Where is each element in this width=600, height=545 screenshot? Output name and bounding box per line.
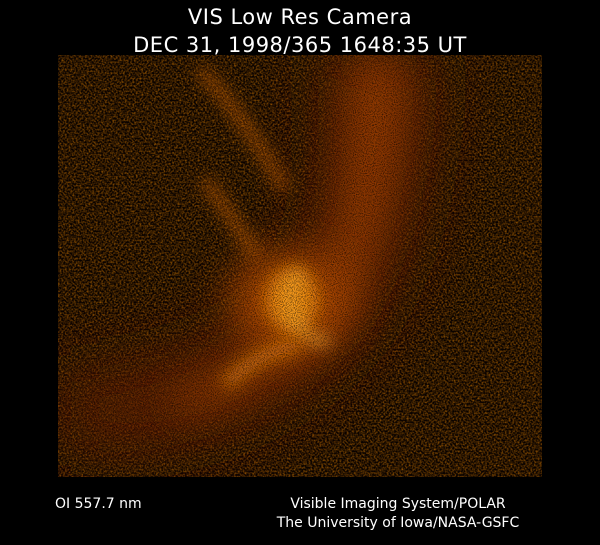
credit: Visible Imaging System/POLAR — [290, 496, 506, 512]
aurora-image — [58, 55, 542, 477]
image-title: VIS Low Res Camera — [188, 5, 412, 29]
grain — [58, 55, 542, 477]
timestamp: DEC 31, 1998/365 1648:35 UT — [133, 33, 467, 57]
filter-label: OI 557.7 nm — [55, 496, 142, 512]
credit: The University of Iowa/NASA-GSFC — [276, 515, 520, 531]
